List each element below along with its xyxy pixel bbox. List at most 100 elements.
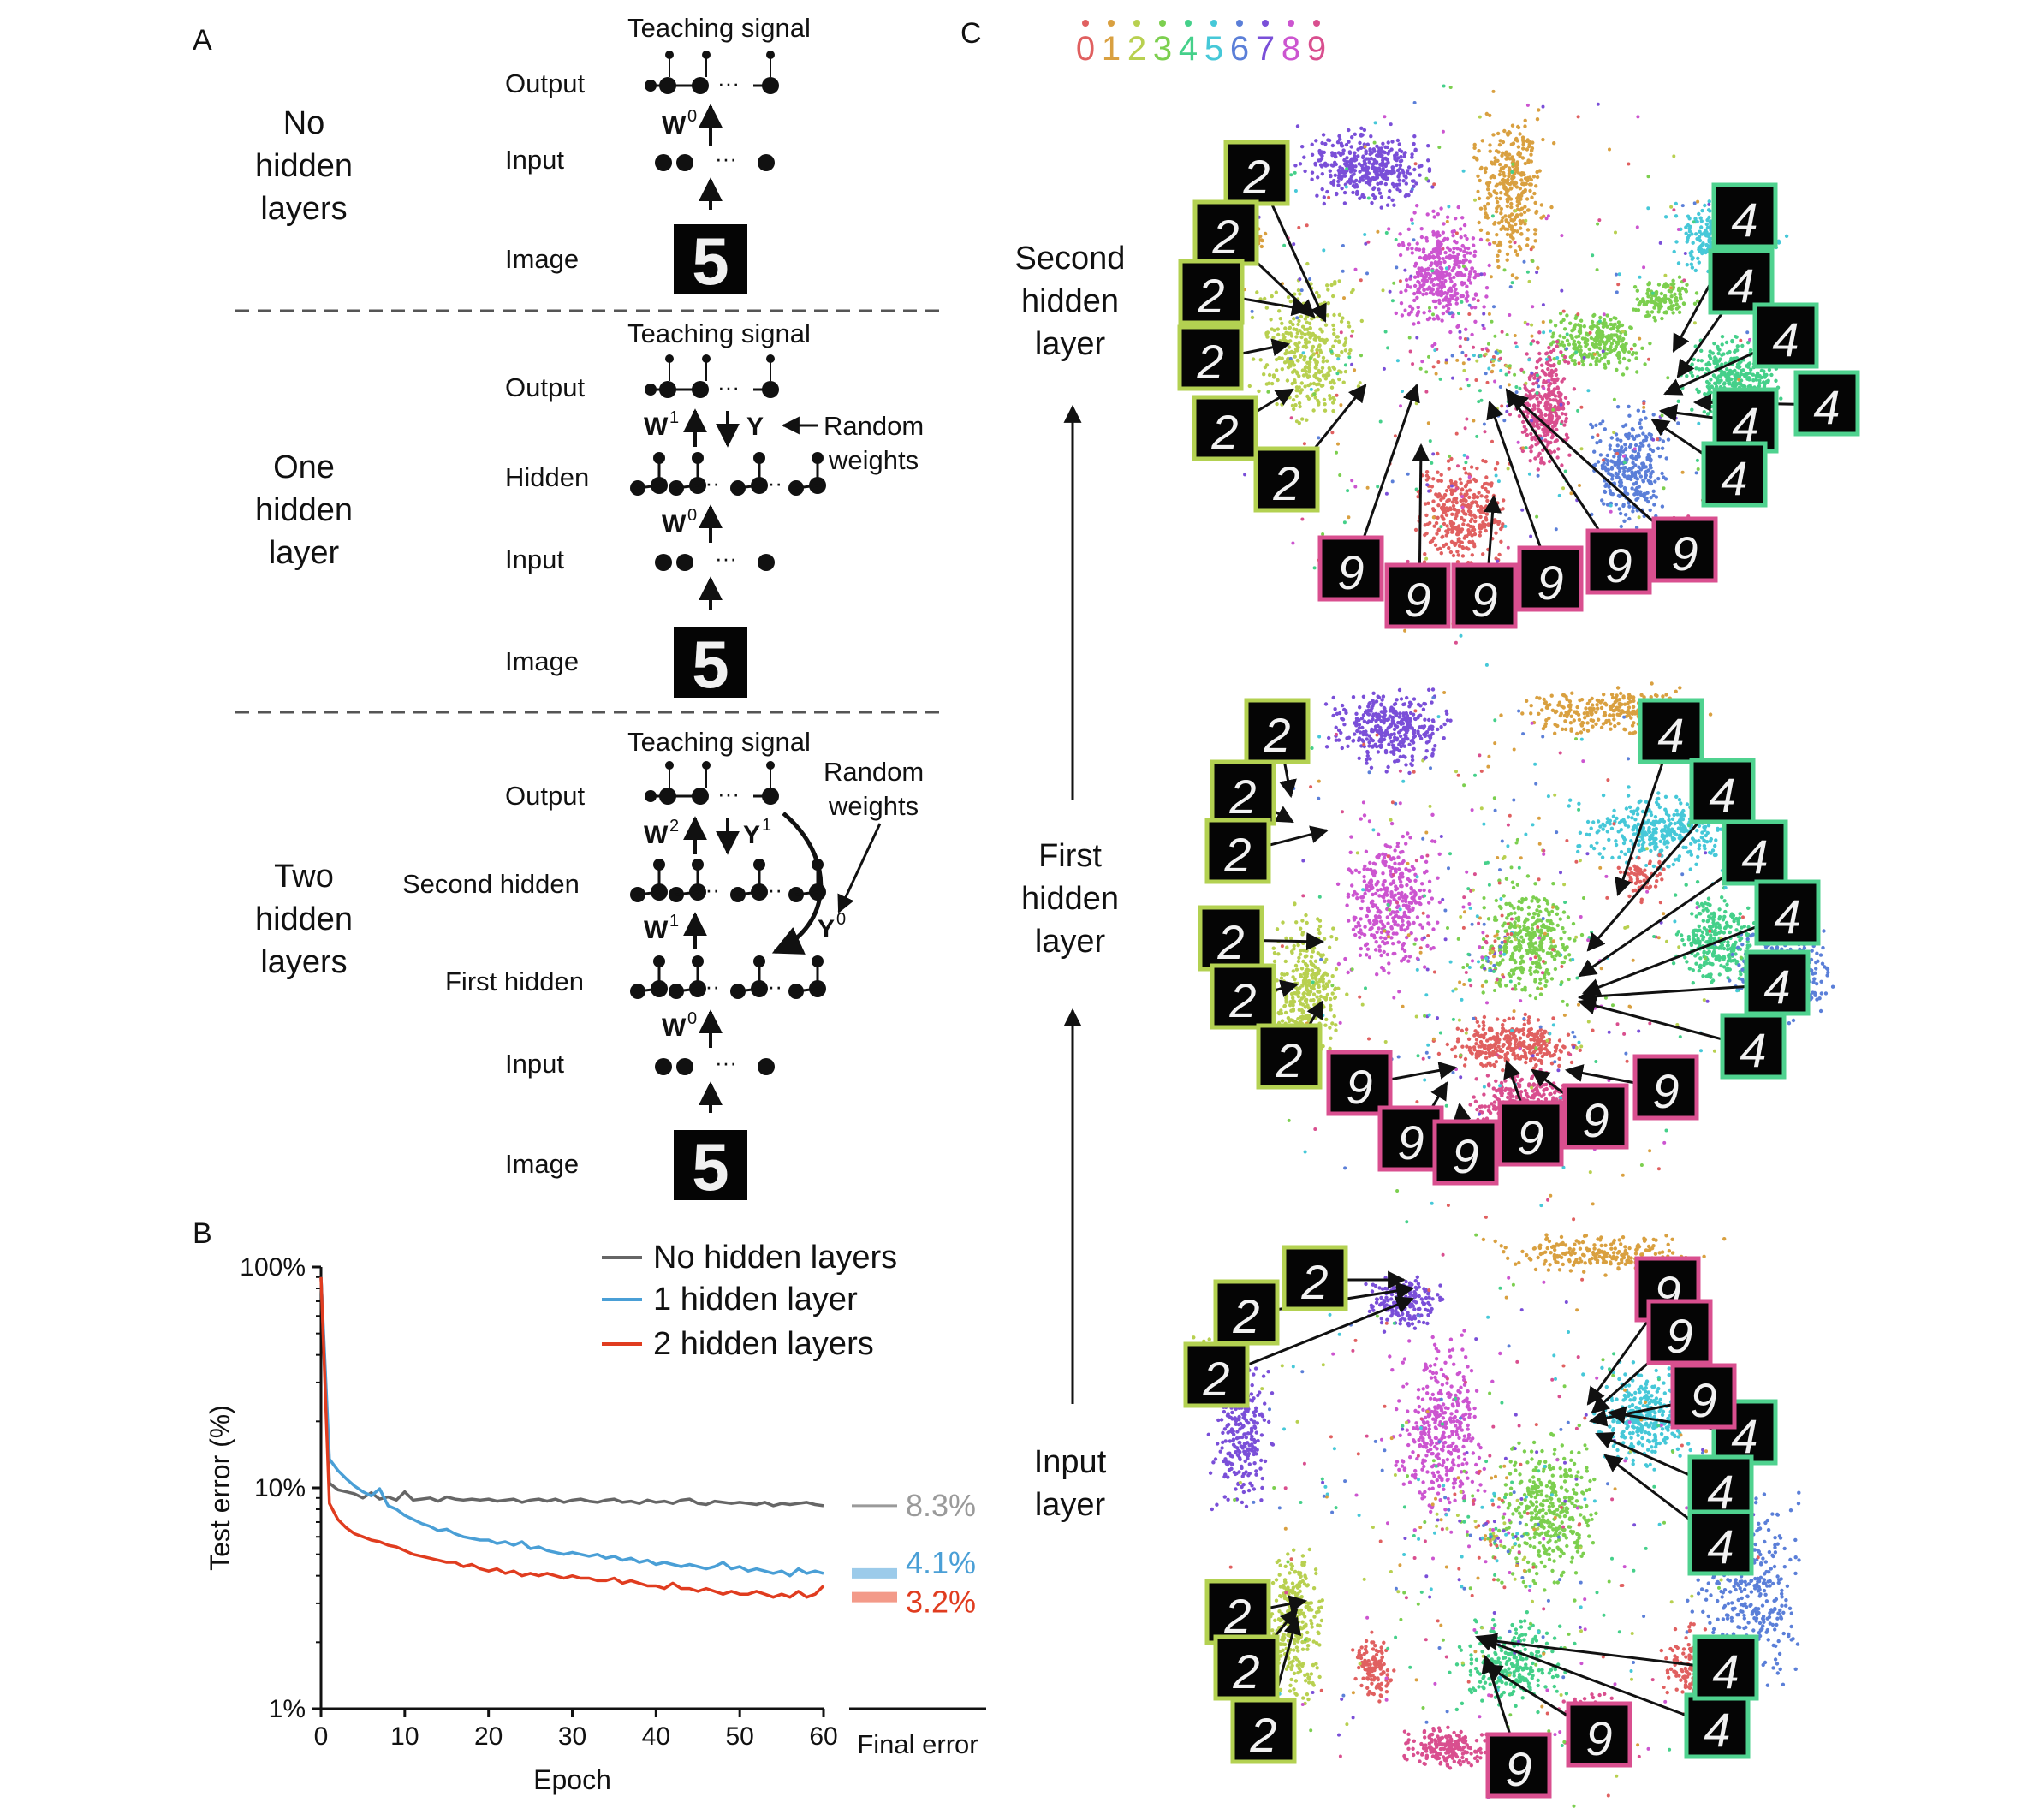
tsne-point <box>1537 384 1541 389</box>
tsne-point <box>1478 228 1484 232</box>
tsne-point <box>1656 446 1661 450</box>
tsne-point <box>1515 166 1519 171</box>
tsne-point <box>1536 467 1541 472</box>
tsne-point <box>1634 457 1638 461</box>
tsne-point <box>1384 157 1389 161</box>
tsne-point <box>1714 357 1718 361</box>
tsne-point <box>1674 299 1680 303</box>
tsne-point <box>1704 222 1710 227</box>
tsne-point <box>1602 713 1607 718</box>
tsne-point <box>1300 368 1305 372</box>
tsne-point <box>1500 218 1504 223</box>
tsne-point <box>1388 170 1392 174</box>
tsne-point <box>1595 324 1599 329</box>
tsne-point <box>1687 229 1692 234</box>
tsne-point <box>1379 710 1384 714</box>
tsne-point <box>1342 707 1347 712</box>
tsne-point <box>1719 378 1723 383</box>
tsne-point <box>1638 418 1644 422</box>
tsne-point <box>1549 205 1554 210</box>
tsne-point <box>1439 293 1443 298</box>
tsne-point <box>1438 284 1442 288</box>
tsne-point <box>1514 345 1519 349</box>
tsne-point <box>1547 413 1552 418</box>
tsne-point <box>1521 446 1525 450</box>
tsne-point <box>1731 369 1736 374</box>
tsne-point <box>1603 366 1608 370</box>
tsne-point <box>1427 276 1432 280</box>
tsne-point <box>1371 712 1376 717</box>
tsne-point <box>1656 476 1661 481</box>
tsne-point <box>1712 342 1716 346</box>
tsne-point <box>1560 463 1564 467</box>
tsne-point <box>1424 267 1429 272</box>
tsne-point <box>1625 435 1629 439</box>
tsne-point <box>1533 456 1537 461</box>
tsne-point <box>1563 719 1567 723</box>
tsne-point <box>1370 705 1374 711</box>
tsne-point <box>1676 261 1681 265</box>
tsne-point <box>1313 396 1318 400</box>
tsne-point <box>1380 175 1385 179</box>
tsne-point <box>1425 287 1430 291</box>
tsne-point <box>1333 707 1337 711</box>
tsne-point <box>1570 358 1574 363</box>
tsne-point <box>1531 305 1535 309</box>
tsne-point <box>1619 524 1624 529</box>
tsne-point <box>1437 233 1442 238</box>
tsne-point <box>1436 451 1440 456</box>
tsne-point <box>1431 317 1436 321</box>
tsne-point <box>1332 327 1336 332</box>
tsne-point <box>1458 330 1462 334</box>
tsne-point <box>1547 378 1551 383</box>
y-tick-label: 1% <box>269 1695 306 1723</box>
tsne-point <box>1399 728 1403 732</box>
tsne-point <box>1537 358 1542 362</box>
tsne-point <box>1439 525 1443 529</box>
tsne-point <box>1372 140 1377 145</box>
tsne-point <box>1434 246 1438 251</box>
tsne-point <box>1699 359 1704 363</box>
tsne-point <box>1454 500 1459 505</box>
tsne-point <box>1361 694 1366 699</box>
tsne-point <box>1518 152 1523 156</box>
tsne-point <box>1327 195 1331 199</box>
tsne-point <box>1619 438 1623 443</box>
tsne-point <box>1386 921 1390 925</box>
tsne-point <box>1689 262 1694 266</box>
tsne-point <box>1454 231 1459 235</box>
section-title-line: hidden <box>255 901 353 937</box>
tsne-point <box>1685 374 1689 378</box>
tsne-point <box>1620 323 1625 328</box>
tsne-point <box>1321 384 1325 388</box>
tsne-point <box>1705 217 1710 223</box>
tsne-point <box>1349 145 1353 149</box>
tsne-point <box>1594 423 1598 427</box>
tsne-point <box>1467 312 1472 316</box>
tsne-point <box>1700 208 1704 213</box>
tsne-point <box>1337 312 1342 317</box>
tsne-point <box>1517 201 1522 206</box>
tsne-point <box>1563 396 1568 400</box>
tsne-point <box>1586 354 1591 359</box>
tsne-point <box>1337 174 1341 178</box>
tsne-point <box>1329 385 1335 390</box>
tsne-point <box>1357 162 1362 166</box>
tsne-point <box>1730 338 1734 343</box>
tsne-point <box>1390 140 1395 144</box>
tsne-point <box>1342 174 1347 178</box>
tsne-point <box>1448 520 1454 524</box>
hidden-node <box>812 955 824 967</box>
tsne-point <box>1560 727 1565 731</box>
tsne-point <box>1547 459 1552 464</box>
tsne-point <box>1550 708 1555 712</box>
tsne-point <box>1398 734 1403 739</box>
tsne-point <box>1330 431 1335 435</box>
tsne-point <box>1422 311 1426 315</box>
tsne-point <box>1418 366 1423 371</box>
tsne-point <box>1424 176 1429 181</box>
legend-digit: 1 <box>1102 30 1121 68</box>
tsne-point <box>1745 330 1750 335</box>
tsne-point <box>1525 197 1530 201</box>
tsne-point <box>1383 748 1389 753</box>
